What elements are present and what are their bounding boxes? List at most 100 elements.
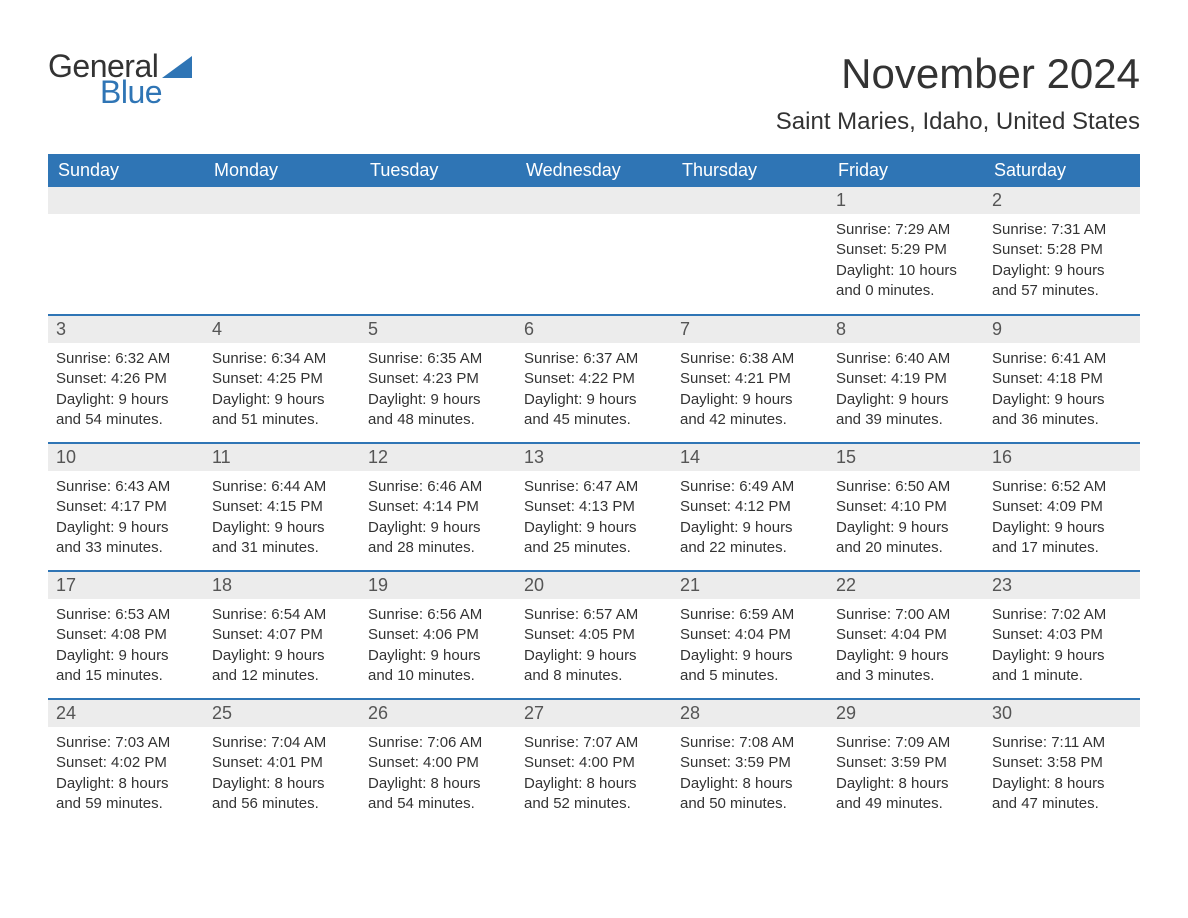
sunrise-text: Sunrise: 7:03 AM	[56, 733, 196, 753]
sunrise-text: Sunrise: 6:53 AM	[56, 605, 196, 625]
sunrise-text: Sunrise: 6:35 AM	[368, 349, 508, 369]
daylight-text: Daylight: 8 hours and 54 minutes.	[368, 774, 508, 815]
calendar-day-cell	[204, 187, 360, 315]
day-number: 25	[204, 700, 360, 727]
calendar-day-cell: 7Sunrise: 6:38 AMSunset: 4:21 PMDaylight…	[672, 315, 828, 443]
day-number	[48, 187, 204, 214]
day-detail: Sunrise: 7:07 AMSunset: 4:00 PMDaylight:…	[516, 727, 672, 820]
day-number	[672, 187, 828, 214]
sunrise-text: Sunrise: 6:46 AM	[368, 477, 508, 497]
sunset-text: Sunset: 4:09 PM	[992, 497, 1132, 517]
sunrise-text: Sunrise: 6:59 AM	[680, 605, 820, 625]
sunrise-text: Sunrise: 6:56 AM	[368, 605, 508, 625]
day-number: 28	[672, 700, 828, 727]
calendar-day-cell	[48, 187, 204, 315]
weekday-header: Wednesday	[516, 154, 672, 187]
day-detail: Sunrise: 7:06 AMSunset: 4:00 PMDaylight:…	[360, 727, 516, 820]
brand-logo: General Blue	[48, 50, 192, 108]
sunrise-text: Sunrise: 7:31 AM	[992, 220, 1132, 240]
title-block: November 2024 Saint Maries, Idaho, Unite…	[776, 50, 1140, 136]
daylight-text: Daylight: 9 hours and 36 minutes.	[992, 390, 1132, 431]
day-detail: Sunrise: 6:56 AMSunset: 4:06 PMDaylight:…	[360, 599, 516, 692]
day-detail: Sunrise: 6:38 AMSunset: 4:21 PMDaylight:…	[672, 343, 828, 436]
daylight-text: Daylight: 9 hours and 48 minutes.	[368, 390, 508, 431]
sunrise-text: Sunrise: 6:52 AM	[992, 477, 1132, 497]
daylight-text: Daylight: 9 hours and 28 minutes.	[368, 518, 508, 559]
daylight-text: Daylight: 9 hours and 17 minutes.	[992, 518, 1132, 559]
daylight-text: Daylight: 9 hours and 12 minutes.	[212, 646, 352, 687]
daylight-text: Daylight: 9 hours and 31 minutes.	[212, 518, 352, 559]
sunset-text: Sunset: 4:17 PM	[56, 497, 196, 517]
sunrise-text: Sunrise: 7:07 AM	[524, 733, 664, 753]
sunset-text: Sunset: 4:03 PM	[992, 625, 1132, 645]
day-detail: Sunrise: 6:40 AMSunset: 4:19 PMDaylight:…	[828, 343, 984, 436]
day-detail: Sunrise: 6:32 AMSunset: 4:26 PMDaylight:…	[48, 343, 204, 436]
sunset-text: Sunset: 3:59 PM	[836, 753, 976, 773]
daylight-text: Daylight: 10 hours and 0 minutes.	[836, 261, 976, 302]
sunset-text: Sunset: 4:18 PM	[992, 369, 1132, 389]
calendar-week-row: 10Sunrise: 6:43 AMSunset: 4:17 PMDayligh…	[48, 443, 1140, 571]
sunset-text: Sunset: 4:00 PM	[524, 753, 664, 773]
day-detail: Sunrise: 6:57 AMSunset: 4:05 PMDaylight:…	[516, 599, 672, 692]
sunset-text: Sunset: 4:10 PM	[836, 497, 976, 517]
calendar-day-cell: 9Sunrise: 6:41 AMSunset: 4:18 PMDaylight…	[984, 315, 1140, 443]
daylight-text: Daylight: 8 hours and 56 minutes.	[212, 774, 352, 815]
calendar-day-cell: 24Sunrise: 7:03 AMSunset: 4:02 PMDayligh…	[48, 699, 204, 827]
weekday-header: Monday	[204, 154, 360, 187]
calendar-day-cell: 21Sunrise: 6:59 AMSunset: 4:04 PMDayligh…	[672, 571, 828, 699]
calendar-day-cell: 16Sunrise: 6:52 AMSunset: 4:09 PMDayligh…	[984, 443, 1140, 571]
day-detail: Sunrise: 6:43 AMSunset: 4:17 PMDaylight:…	[48, 471, 204, 564]
sunrise-text: Sunrise: 6:50 AM	[836, 477, 976, 497]
calendar-day-cell: 11Sunrise: 6:44 AMSunset: 4:15 PMDayligh…	[204, 443, 360, 571]
calendar-day-cell: 8Sunrise: 6:40 AMSunset: 4:19 PMDaylight…	[828, 315, 984, 443]
day-number	[516, 187, 672, 214]
daylight-text: Daylight: 9 hours and 10 minutes.	[368, 646, 508, 687]
sunrise-text: Sunrise: 6:44 AM	[212, 477, 352, 497]
month-title: November 2024	[776, 50, 1140, 98]
calendar-day-cell	[516, 187, 672, 315]
daylight-text: Daylight: 9 hours and 33 minutes.	[56, 518, 196, 559]
sunset-text: Sunset: 4:00 PM	[368, 753, 508, 773]
day-detail: Sunrise: 6:59 AMSunset: 4:04 PMDaylight:…	[672, 599, 828, 692]
day-number: 9	[984, 316, 1140, 343]
calendar-day-cell: 5Sunrise: 6:35 AMSunset: 4:23 PMDaylight…	[360, 315, 516, 443]
sunrise-text: Sunrise: 6:54 AM	[212, 605, 352, 625]
day-number: 19	[360, 572, 516, 599]
day-number: 11	[204, 444, 360, 471]
day-number	[360, 187, 516, 214]
sunset-text: Sunset: 5:28 PM	[992, 240, 1132, 260]
calendar-week-row: 3Sunrise: 6:32 AMSunset: 4:26 PMDaylight…	[48, 315, 1140, 443]
day-detail: Sunrise: 7:08 AMSunset: 3:59 PMDaylight:…	[672, 727, 828, 820]
day-number: 20	[516, 572, 672, 599]
sunrise-text: Sunrise: 6:47 AM	[524, 477, 664, 497]
sunrise-text: Sunrise: 7:09 AM	[836, 733, 976, 753]
day-number: 26	[360, 700, 516, 727]
day-number: 27	[516, 700, 672, 727]
weekday-header-row: Sunday Monday Tuesday Wednesday Thursday…	[48, 154, 1140, 187]
day-detail: Sunrise: 6:46 AMSunset: 4:14 PMDaylight:…	[360, 471, 516, 564]
daylight-text: Daylight: 8 hours and 52 minutes.	[524, 774, 664, 815]
daylight-text: Daylight: 9 hours and 3 minutes.	[836, 646, 976, 687]
calendar-week-row: 17Sunrise: 6:53 AMSunset: 4:08 PMDayligh…	[48, 571, 1140, 699]
day-number: 22	[828, 572, 984, 599]
daylight-text: Daylight: 8 hours and 59 minutes.	[56, 774, 196, 815]
day-detail	[672, 214, 828, 226]
sunset-text: Sunset: 5:29 PM	[836, 240, 976, 260]
day-number: 29	[828, 700, 984, 727]
day-detail: Sunrise: 7:29 AMSunset: 5:29 PMDaylight:…	[828, 214, 984, 307]
day-number: 1	[828, 187, 984, 214]
calendar-day-cell: 29Sunrise: 7:09 AMSunset: 3:59 PMDayligh…	[828, 699, 984, 827]
calendar-day-cell: 30Sunrise: 7:11 AMSunset: 3:58 PMDayligh…	[984, 699, 1140, 827]
calendar-day-cell: 13Sunrise: 6:47 AMSunset: 4:13 PMDayligh…	[516, 443, 672, 571]
day-number: 13	[516, 444, 672, 471]
day-detail: Sunrise: 6:50 AMSunset: 4:10 PMDaylight:…	[828, 471, 984, 564]
sunset-text: Sunset: 4:21 PM	[680, 369, 820, 389]
calendar-day-cell: 25Sunrise: 7:04 AMSunset: 4:01 PMDayligh…	[204, 699, 360, 827]
calendar-day-cell: 17Sunrise: 6:53 AMSunset: 4:08 PMDayligh…	[48, 571, 204, 699]
daylight-text: Daylight: 9 hours and 42 minutes.	[680, 390, 820, 431]
calendar-day-cell: 6Sunrise: 6:37 AMSunset: 4:22 PMDaylight…	[516, 315, 672, 443]
day-detail: Sunrise: 6:35 AMSunset: 4:23 PMDaylight:…	[360, 343, 516, 436]
day-number: 30	[984, 700, 1140, 727]
day-detail: Sunrise: 6:52 AMSunset: 4:09 PMDaylight:…	[984, 471, 1140, 564]
day-detail: Sunrise: 7:04 AMSunset: 4:01 PMDaylight:…	[204, 727, 360, 820]
